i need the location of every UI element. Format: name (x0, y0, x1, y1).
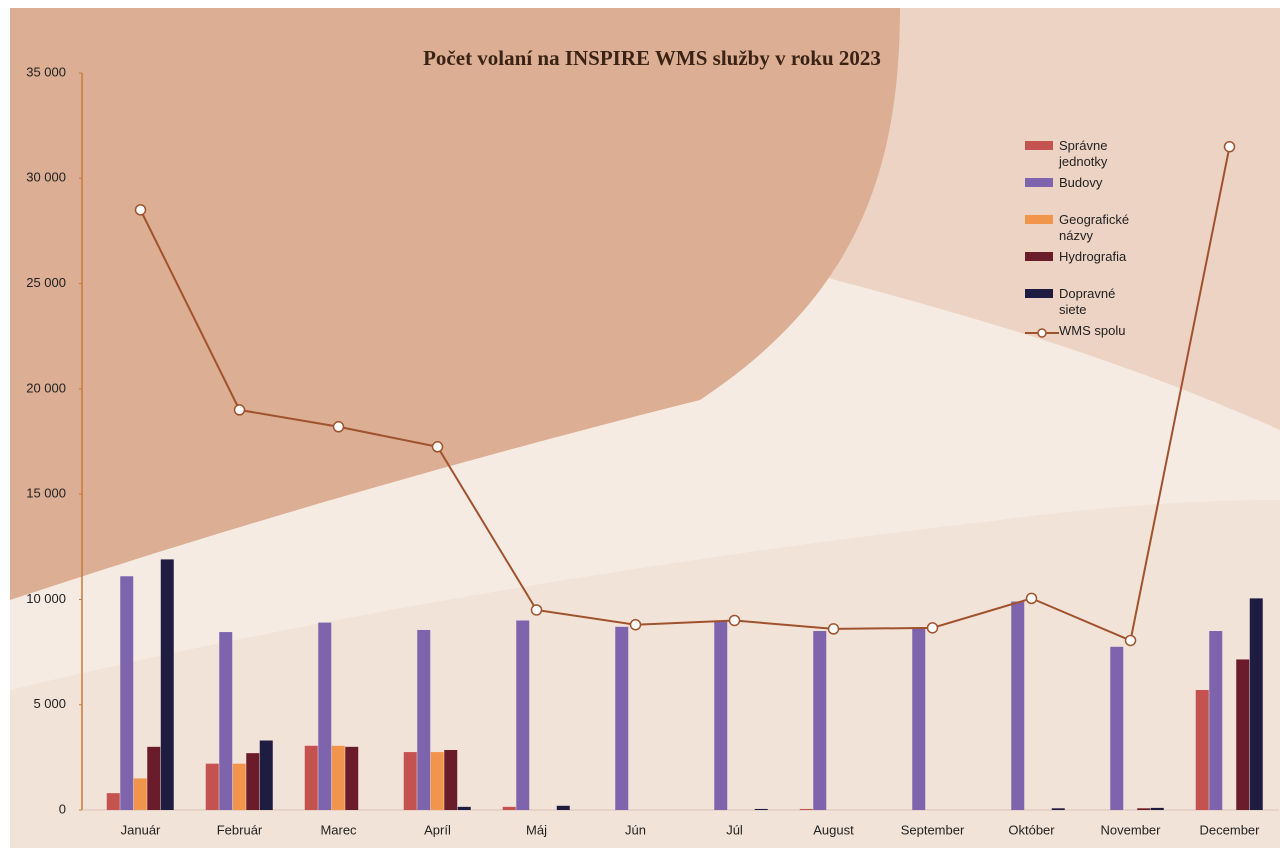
bar (557, 806, 570, 810)
bar (444, 750, 457, 810)
x-tick-label: Apríl (424, 822, 451, 837)
x-tick-label: Marec (320, 822, 357, 837)
legend-swatch (1025, 326, 1059, 335)
legend-swatch (1025, 178, 1053, 187)
x-tick-label: Október (1008, 822, 1055, 837)
marker (334, 422, 344, 432)
legend-item: WMS spolu (1025, 323, 1175, 360)
marker (136, 205, 146, 215)
x-tick-label: November (1101, 822, 1162, 837)
x-tick-label: Jún (625, 822, 646, 837)
bar (107, 793, 120, 810)
legend-label: WMS spolu (1059, 323, 1139, 339)
x-tick-label: Február (217, 822, 263, 837)
legend-swatch (1025, 289, 1053, 298)
bar (260, 741, 273, 810)
bar (503, 807, 516, 810)
y-tick-label: 15 000 (26, 486, 66, 501)
bar (1236, 659, 1249, 810)
legend-label: Správne jednotky (1059, 138, 1139, 170)
marker (730, 615, 740, 625)
bar (800, 809, 813, 810)
legend-item: Budovy (1025, 175, 1175, 212)
marker (235, 405, 245, 415)
chart: Počet volaní na INSPIRE WMS služby v rok… (0, 0, 1280, 848)
bar (305, 746, 318, 810)
marker (1027, 593, 1037, 603)
bar (345, 747, 358, 810)
x-tick-label: August (813, 822, 854, 837)
bar (516, 620, 529, 810)
legend-item: Dopravné siete (1025, 286, 1175, 323)
x-tick-label: Máj (526, 822, 547, 837)
marker (433, 442, 443, 452)
legend-swatch (1025, 215, 1053, 224)
bar (246, 753, 259, 810)
bar (431, 752, 444, 810)
marker (829, 624, 839, 634)
bar (219, 632, 232, 810)
legend-item: Geografické názvy (1025, 212, 1175, 249)
bar (755, 809, 768, 810)
bar (147, 747, 160, 810)
y-tick-label: 30 000 (26, 170, 66, 185)
bar (134, 778, 147, 810)
marker (631, 620, 641, 630)
bar (1209, 631, 1222, 810)
legend-label: Budovy (1059, 175, 1139, 191)
marker (928, 623, 938, 633)
bar (417, 630, 430, 810)
bar (404, 752, 417, 810)
legend-swatch (1025, 252, 1053, 261)
bar (1151, 808, 1164, 810)
legend: Správne jednotky Budovy Geografické názvy H… (1025, 138, 1175, 360)
x-tick-label: Január (121, 822, 161, 837)
x-tick-label: December (1200, 822, 1261, 837)
bar (1110, 647, 1123, 810)
bar (1052, 808, 1065, 810)
marker (1225, 142, 1235, 152)
y-tick-label: 10 000 (26, 591, 66, 606)
legend-item: Správne jednotky (1025, 138, 1175, 175)
bar (813, 631, 826, 810)
bar (714, 620, 727, 810)
marker (1126, 635, 1136, 645)
legend-item: Hydrografia (1025, 249, 1175, 286)
bar (1137, 808, 1150, 810)
x-tick-label: Júl (726, 822, 743, 837)
bar (161, 559, 174, 810)
chart-title: Počet volaní na INSPIRE WMS služby v rok… (423, 46, 881, 70)
bar (1011, 602, 1024, 810)
page: Počet volaní na INSPIRE WMS služby v rok… (0, 0, 1280, 848)
bar (458, 807, 471, 810)
y-tick-label: 0 (59, 801, 66, 816)
y-tick-label: 5 000 (33, 696, 66, 711)
bar (120, 576, 133, 810)
bar (318, 623, 331, 810)
bar (233, 764, 246, 810)
legend-label: Hydrografia (1059, 249, 1139, 265)
legend-swatch (1025, 141, 1053, 150)
bar (206, 764, 219, 810)
bar (332, 746, 345, 810)
legend-label: Dopravné siete (1059, 286, 1139, 318)
marker (532, 605, 542, 615)
bar (1196, 690, 1209, 810)
bar (615, 627, 628, 810)
y-tick-label: 20 000 (26, 380, 66, 395)
y-tick-label: 35 000 (26, 64, 66, 79)
bar (1250, 598, 1263, 810)
y-tick-label: 25 000 (26, 275, 66, 290)
bar (912, 629, 925, 810)
x-tick-label: September (901, 822, 965, 837)
legend-label: Geografické názvy (1059, 212, 1139, 244)
